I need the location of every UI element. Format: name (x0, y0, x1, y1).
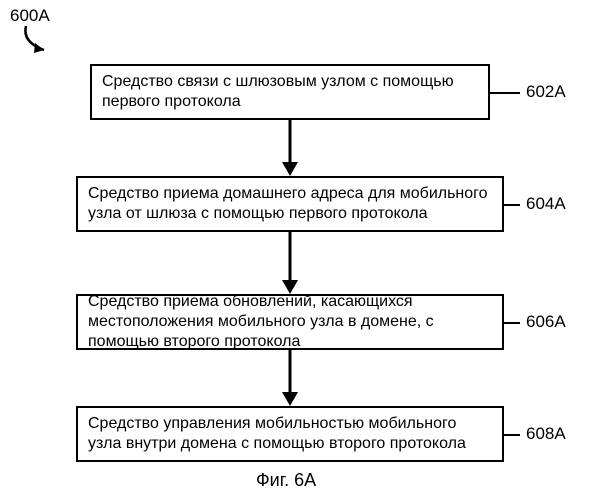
ref-label-604A: 604A (526, 194, 566, 214)
flow-step-604A: Средство приема домашнего адреса для моб… (76, 176, 504, 232)
arrow-down-icon (278, 232, 302, 294)
ref-connector (504, 322, 520, 324)
flow-step-606A: Средство приема обновлений, касающихся м… (76, 294, 504, 350)
arrow-down-icon (278, 120, 302, 176)
flow-step-608A: Средство управления мобильностью мобильн… (76, 406, 504, 462)
ref-connector (504, 434, 520, 436)
flow-step-602A: Средство связи с шлюзовым узлом с помощь… (90, 64, 490, 120)
flow-step-text: Средство приема обновлений, касающихся м… (88, 292, 492, 352)
figure-caption: Фиг. 6A (256, 470, 316, 491)
flow-step-text: Средство приема домашнего адреса для моб… (88, 184, 492, 224)
flow-step-text: Средство управления мобильностью мобильн… (88, 414, 492, 454)
flowchart-canvas: 600A Средство связи с шлюзовым узлом с п… (0, 0, 615, 500)
diagram-id-arrow (20, 24, 60, 58)
ref-label-608A: 608A (526, 424, 566, 444)
arrow-down-icon (278, 350, 302, 406)
diagram-id-label: 600A (10, 6, 50, 26)
ref-label-606A: 606A (526, 312, 566, 332)
ref-connector (504, 204, 520, 206)
ref-connector (490, 92, 520, 94)
flow-step-text: Средство связи с шлюзовым узлом с помощь… (102, 72, 478, 112)
ref-label-602A: 602A (526, 82, 566, 102)
